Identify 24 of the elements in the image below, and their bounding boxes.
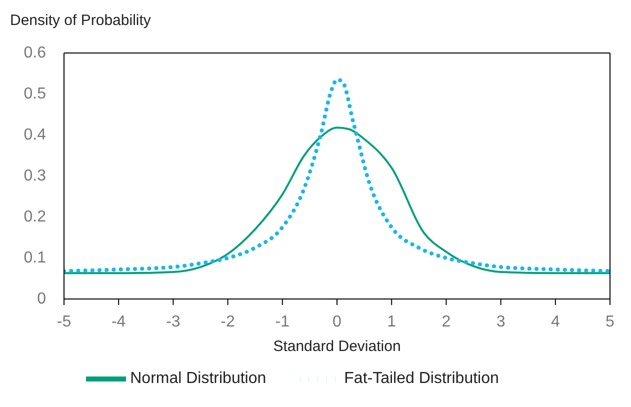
x-tick-label: -5 [56, 313, 72, 330]
x-tick-label: -3 [166, 313, 180, 330]
y-tick-label: 0.6 [24, 44, 46, 62]
x-tick-label: -4 [111, 313, 126, 330]
y-tick-label: 0.5 [24, 86, 46, 102]
x-axis-title: Standard Deviation [273, 338, 401, 355]
y-axis-title: Density of Probability [10, 12, 151, 29]
x-tick-label: 0 [332, 313, 342, 330]
x-tick-label: 1 [387, 313, 396, 330]
x-tick-label: -1 [275, 313, 290, 330]
legend-label: Normal Distribution [130, 370, 266, 388]
y-tick-label: 0.3 [24, 168, 46, 184]
y-tick-label: 0.4 [24, 126, 46, 144]
y-tick-label: 0 [37, 290, 46, 308]
x-tick-label: 5 [606, 313, 615, 330]
x-tick-label: 4 [550, 313, 560, 330]
line-series [64, 78, 610, 274]
y-tick-label: 0.2 [24, 208, 46, 226]
legend-label: Fat-Tailed Distribution [344, 370, 499, 388]
x-tick-label: 2 [442, 313, 451, 330]
x-tick-label: -2 [220, 313, 236, 330]
line-series [64, 126, 610, 274]
y-tick-label: 0.1 [24, 250, 46, 266]
x-tick-label: 3 [496, 313, 506, 330]
